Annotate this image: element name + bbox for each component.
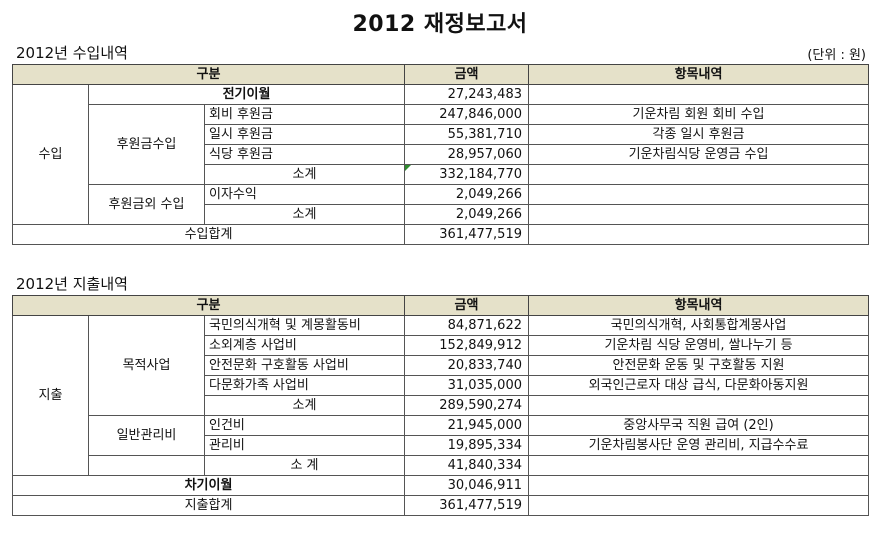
item-amount: 247,846,000 <box>404 104 529 125</box>
carryforward-row: 차기이월 30,046,911 <box>12 475 869 496</box>
table-row: 다문화가족 사업비 31,035,000 외국인근로자 대상 급식, 다문화아동… <box>13 375 869 396</box>
other-income-group-label: 후원금외 수입 <box>88 184 205 225</box>
header-category: 구분 <box>12 64 405 85</box>
item-detail <box>528 184 869 205</box>
table-row: 식당 후원금 28,957,060 기운차림식당 운영금 수입 <box>13 144 869 165</box>
table-row: 수입 전기이월 27,243,483 <box>12 84 869 225</box>
admin-group-label: 일반관리비 <box>88 415 205 456</box>
income-total-amount: 361,477,519 <box>404 224 529 245</box>
total-row: 수입합계 361,477,519 <box>12 224 869 245</box>
table-row: 소외계층 사업비 152,849,912 기운차림 식당 운영비, 쌀나누기 등 <box>13 335 869 356</box>
item-amount: 20,833,740 <box>404 355 529 376</box>
empty-cell <box>528 164 869 185</box>
subtotal-row: 소계 289,590,274 <box>13 395 869 416</box>
item-detail: 기운차림봉사단 운영 관리비, 지급수수료 <box>528 435 869 456</box>
subtotal-label: 소계 <box>204 204 405 225</box>
subtotal-amount: 2,049,266 <box>404 204 529 225</box>
header-detail: 항목내역 <box>528 64 869 85</box>
empty-cell <box>528 224 869 245</box>
report-title: 2012 재정보고서 <box>352 12 528 37</box>
subtotal-row: 소계 2,049,266 <box>13 204 869 225</box>
item-label: 일시 후원금 <box>204 124 405 145</box>
expense-table: 구분 금액 항목내역 지출 목적사업 국민의식개혁 및 계몽활동비 84,871… <box>12 295 869 516</box>
empty-cell <box>88 455 205 476</box>
income-header-row: 구분 금액 항목내역 <box>12 64 869 85</box>
empty-cell <box>528 475 869 496</box>
subtotal-amount: 289,590,274 <box>404 395 529 416</box>
item-label: 다문화가족 사업비 <box>204 375 405 396</box>
empty-cell <box>528 455 869 476</box>
empty-cell <box>528 204 869 225</box>
item-label: 회비 후원금 <box>204 104 405 125</box>
carryover-detail <box>528 84 869 105</box>
donation-group-label: 후원금수입 <box>88 104 205 185</box>
carryforward-amount: 30,046,911 <box>404 475 529 496</box>
item-detail: 외국인근로자 대상 급식, 다문화아동지원 <box>528 375 869 396</box>
item-label: 국민의식개혁 및 계몽활동비 <box>204 315 405 336</box>
table-row: 안전문화 구호활동 사업비 20,833,740 안전문화 운동 및 구호활동 … <box>13 355 869 376</box>
subtotal-row: 소 계 41,840,334 <box>13 455 869 476</box>
carryforward-label: 차기이월 <box>12 475 405 496</box>
subtotal-amount: 332,184,770 <box>404 164 529 185</box>
item-amount: 2,049,266 <box>404 184 529 205</box>
expense-total-label: 지출합계 <box>12 495 405 516</box>
expense-total-amount: 361,477,519 <box>404 495 529 516</box>
item-detail: 각종 일시 후원금 <box>528 124 869 145</box>
income-section-title: 2012년 수입내역 <box>16 44 128 62</box>
carryover-label: 전기이월 <box>88 84 405 105</box>
purpose-group-label: 목적사업 <box>88 315 205 416</box>
header-amount: 금액 <box>404 64 529 85</box>
item-label: 이자수익 <box>204 184 405 205</box>
item-amount: 31,035,000 <box>404 375 529 396</box>
empty-cell <box>528 495 869 516</box>
subtotal-label: 소계 <box>204 164 405 185</box>
table-row: 관리비 19,895,334 기운차림봉사단 운영 관리비, 지급수수료 <box>13 435 869 456</box>
subtotal-label: 소계 <box>204 395 405 416</box>
expense-group-label: 지출 <box>12 315 89 476</box>
header-category: 구분 <box>12 295 405 316</box>
unit-label: (단위 : 원) <box>807 48 866 63</box>
item-label: 소외계층 사업비 <box>204 335 405 356</box>
income-group-label: 수입 <box>12 84 89 225</box>
item-detail: 중앙사무국 직원 급여 (2인) <box>528 415 869 436</box>
item-amount: 152,849,912 <box>404 335 529 356</box>
subtotal-amount: 41,840,334 <box>404 455 529 476</box>
table-row: 후원금수입 회비 후원금 247,846,000 기운차림 회원 회비 수입 <box>13 104 869 185</box>
total-row: 지출합계 361,477,519 <box>12 495 869 516</box>
item-label: 안전문화 구호활동 사업비 <box>204 355 405 376</box>
item-amount: 21,945,000 <box>404 415 529 436</box>
expense-header-row: 구분 금액 항목내역 <box>12 295 869 316</box>
item-label: 관리비 <box>204 435 405 456</box>
item-amount: 55,381,710 <box>404 124 529 145</box>
header-detail: 항목내역 <box>528 295 869 316</box>
header-amount: 금액 <box>404 295 529 316</box>
item-amount: 19,895,334 <box>404 435 529 456</box>
item-detail: 국민의식개혁, 사회통합계몽사업 <box>528 315 869 336</box>
item-detail: 안전문화 운동 및 구호활동 지원 <box>528 355 869 376</box>
table-row: 후원금외 수입 이자수익 2,049,266 <box>13 184 869 225</box>
item-amount: 28,957,060 <box>404 144 529 165</box>
income-total-label: 수입합계 <box>12 224 405 245</box>
table-row: 일반관리비 인건비 21,945,000 중앙사무국 직원 급여 (2인) <box>13 415 869 456</box>
item-detail: 기운차림식당 운영금 수입 <box>528 144 869 165</box>
empty-cell <box>528 395 869 416</box>
item-detail: 기운차림 식당 운영비, 쌀나누기 등 <box>528 335 869 356</box>
item-label: 인건비 <box>204 415 405 436</box>
item-detail: 기운차림 회원 회비 수입 <box>528 104 869 125</box>
income-table: 구분 금액 항목내역 수입 전기이월 27,243,483 후원금수입 회비 후… <box>12 64 869 245</box>
table-row: 지출 목적사업 국민의식개혁 및 계몽활동비 84,871,622 국민의식개혁… <box>12 315 869 476</box>
subtotal-label: 소 계 <box>204 455 405 476</box>
item-label: 식당 후원금 <box>204 144 405 165</box>
expense-section-title: 2012년 지출내역 <box>16 275 128 293</box>
item-amount: 84,871,622 <box>404 315 529 336</box>
carryover-amount: 27,243,483 <box>404 84 529 105</box>
